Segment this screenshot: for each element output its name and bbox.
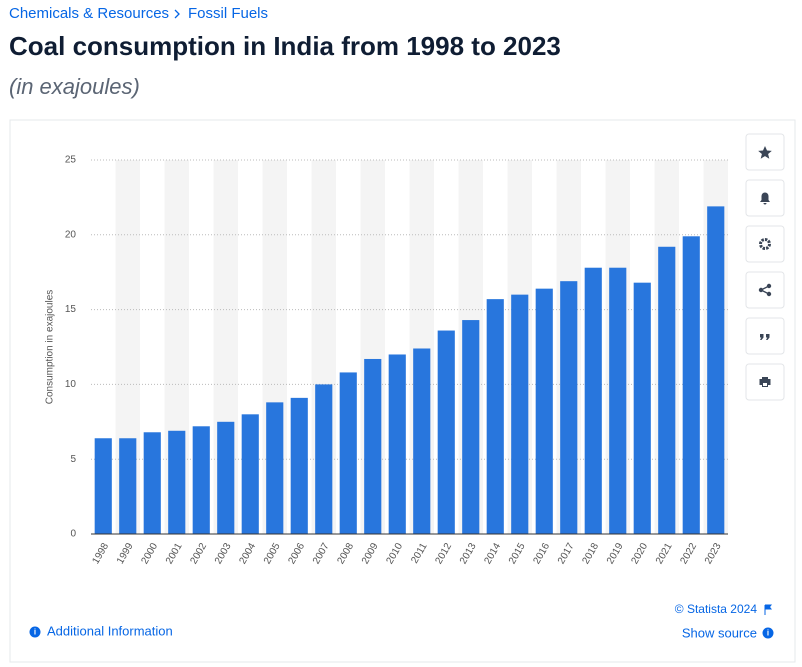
flag-icon: [764, 604, 772, 615]
print-icon: [759, 377, 771, 387]
bar: [535, 288, 553, 534]
toolbar: [745, 133, 785, 401]
quote-icon: [760, 334, 770, 340]
cite-button[interactable]: [745, 317, 785, 355]
info-icon: [762, 627, 774, 639]
show-source-link[interactable]: Show source: [682, 625, 757, 640]
bar: [413, 348, 431, 534]
star-icon: [758, 146, 772, 159]
y-tick-label: 15: [65, 304, 77, 315]
bar: [437, 330, 455, 534]
y-tick-label: 5: [70, 454, 76, 465]
bar: [241, 414, 259, 534]
info-icon-glyph: i: [34, 628, 36, 637]
additional-info-link[interactable]: Additional Information: [47, 623, 173, 638]
bell-icon: [760, 192, 770, 205]
bar: [486, 299, 504, 534]
bar: [388, 354, 406, 534]
chart-title: Coal consumption in India from 1998 to 2…: [9, 31, 561, 61]
bar: [707, 206, 725, 534]
bar: [168, 430, 186, 534]
info-icon: [29, 626, 41, 638]
bar: [658, 246, 676, 534]
bar: [143, 432, 161, 534]
bar: [584, 267, 602, 534]
bar: [511, 294, 529, 534]
bar: [290, 397, 308, 534]
y-tick-label: 10: [65, 379, 77, 390]
breadcrumb-separator: [174, 9, 180, 19]
bar: [462, 320, 480, 534]
bar: [217, 421, 235, 534]
chart-subtitle: (in exajoules): [9, 74, 140, 99]
bar: [633, 282, 651, 534]
copyright[interactable]: © Statista 2024: [675, 602, 758, 616]
breadcrumb-link[interactable]: Chemicals & Resources: [9, 5, 169, 22]
bar: [315, 384, 333, 534]
bar: [339, 372, 357, 534]
share-button[interactable]: [745, 271, 785, 309]
bar: [609, 267, 627, 534]
bar: [560, 281, 578, 534]
share-icon: [758, 283, 772, 297]
bar: [192, 426, 210, 534]
gear-icon: [759, 238, 771, 250]
y-axis-label: Consumption in exajoules: [45, 290, 56, 405]
bar: [266, 402, 284, 534]
y-tick-label: 0: [70, 529, 76, 540]
y-tick-label: 20: [65, 229, 77, 240]
bar: [94, 438, 112, 534]
bar: [119, 438, 137, 534]
info-icon-glyph: i: [767, 629, 769, 638]
bar: [364, 358, 382, 534]
settings-button[interactable]: [745, 225, 785, 263]
y-tick-label: 25: [65, 155, 77, 166]
breadcrumb-link[interactable]: Fossil Fuels: [188, 5, 268, 22]
bar: [682, 236, 700, 534]
